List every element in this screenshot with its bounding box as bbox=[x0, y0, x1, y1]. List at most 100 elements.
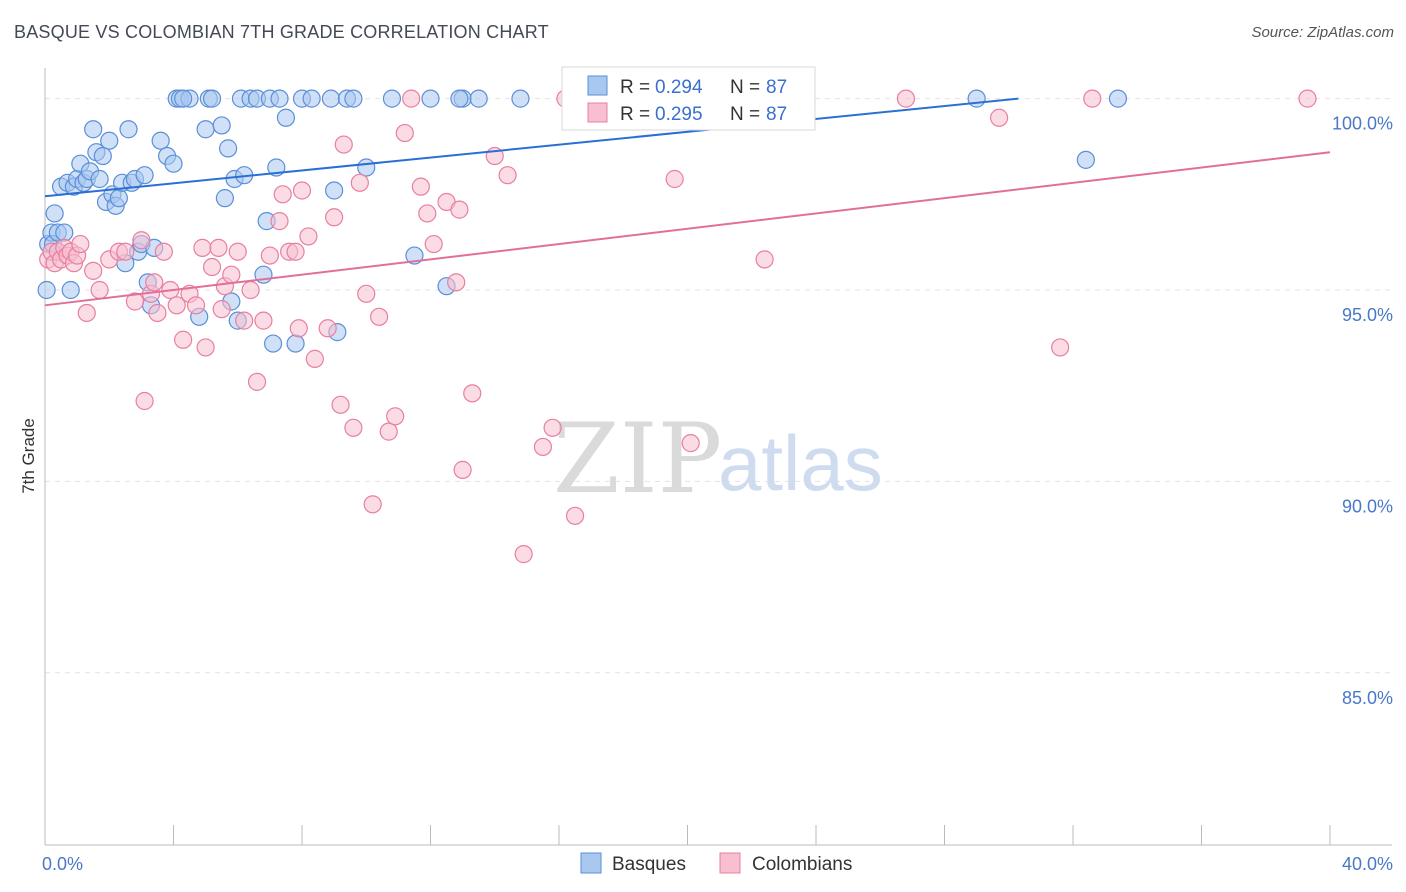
colombians-point bbox=[411, 177, 430, 196]
y-axis-label: 7th Grade bbox=[19, 418, 38, 494]
colombians-trend-line bbox=[44, 151, 1331, 307]
basques-point bbox=[421, 89, 440, 108]
colombians-point bbox=[273, 185, 292, 204]
basques-point bbox=[164, 154, 183, 173]
stats-legend: R = 0.294 N = 87 R = 0.295 N = 87 bbox=[561, 66, 816, 131]
basques-r-value: 0.294 bbox=[655, 77, 703, 98]
basques-point bbox=[219, 139, 238, 158]
colombians-point bbox=[357, 284, 376, 303]
basques-point bbox=[37, 280, 56, 300]
basques-point bbox=[109, 189, 128, 208]
axes bbox=[44, 68, 1392, 846]
basques-point bbox=[302, 89, 321, 108]
basques-point bbox=[286, 334, 305, 353]
basques-point bbox=[325, 181, 344, 200]
basques-point bbox=[967, 89, 986, 108]
basques-point bbox=[270, 89, 289, 108]
basques-point bbox=[61, 280, 80, 300]
colombians-point bbox=[379, 422, 398, 441]
watermark: ZIP atlas bbox=[553, 403, 883, 515]
colombians-point bbox=[424, 234, 443, 254]
x-tick-labels: 0.0% 40.0% bbox=[42, 854, 1393, 874]
colombians-point bbox=[344, 418, 363, 437]
basques-point bbox=[151, 131, 170, 150]
colombians-point bbox=[292, 181, 312, 200]
basques-swatch bbox=[587, 75, 608, 96]
colombians-point bbox=[325, 208, 344, 227]
colombians-point bbox=[241, 280, 260, 300]
basques-point bbox=[276, 108, 296, 127]
trend-lines bbox=[44, 97, 1331, 307]
colombians-point bbox=[318, 319, 337, 338]
basques-point bbox=[93, 146, 112, 166]
basques-point bbox=[382, 89, 402, 108]
basques-trend-line bbox=[44, 97, 1019, 198]
colombians-point bbox=[498, 166, 517, 185]
x-tick-label: 0.0% bbox=[42, 854, 83, 874]
colombians-point bbox=[71, 234, 90, 254]
colombians-point bbox=[260, 246, 279, 265]
colombians-point bbox=[395, 123, 414, 143]
basques-point bbox=[263, 334, 283, 353]
basques-point bbox=[344, 89, 363, 108]
colombians-point bbox=[533, 437, 553, 457]
colombians-point bbox=[167, 296, 186, 315]
colombians-point bbox=[386, 407, 405, 426]
colombians-point bbox=[1051, 338, 1070, 357]
basques-point bbox=[196, 120, 215, 139]
basques-point bbox=[119, 120, 138, 139]
colombians-legend-swatch bbox=[719, 852, 741, 874]
basques-legend-swatch bbox=[580, 852, 602, 874]
colombians-point bbox=[1298, 89, 1317, 108]
colombians-point bbox=[145, 273, 164, 292]
colombians-r-label: R = bbox=[620, 104, 650, 125]
basques-point bbox=[202, 89, 222, 108]
colombians-point bbox=[990, 108, 1009, 127]
colombians-point bbox=[174, 330, 193, 349]
colombians-point bbox=[305, 349, 324, 368]
colombians-point bbox=[665, 169, 684, 189]
y-tick-labels: 100.0% 95.0% 90.0% 85.0% bbox=[1332, 114, 1393, 708]
colombians-point bbox=[755, 250, 774, 269]
watermark-zip: ZIP bbox=[553, 403, 722, 515]
colombians-point bbox=[186, 296, 206, 315]
basques-point bbox=[135, 166, 154, 185]
colombians-point bbox=[402, 89, 421, 108]
basques-point bbox=[469, 89, 488, 108]
colombians-point bbox=[202, 257, 222, 277]
colombians-n-label: N = bbox=[730, 104, 760, 125]
colombians-r-value: 0.295 bbox=[655, 104, 703, 125]
colombians-point bbox=[148, 303, 167, 323]
colombians-point bbox=[132, 231, 151, 250]
colombians-point bbox=[270, 212, 289, 231]
y-tick-label: 85.0% bbox=[1342, 688, 1393, 708]
y-tick-label: 90.0% bbox=[1342, 496, 1393, 516]
colombians-point bbox=[543, 418, 562, 437]
colombians-point bbox=[289, 319, 308, 338]
chart-title: BASQUE VS COLOMBIAN 7TH GRADE CORRELATIO… bbox=[14, 22, 549, 42]
colombians-point bbox=[228, 242, 247, 261]
colombians-point bbox=[363, 495, 382, 514]
colombians-point bbox=[77, 303, 96, 323]
basques-point bbox=[1076, 150, 1095, 169]
source-label: Source: ZipAtlas.com bbox=[1251, 24, 1394, 41]
colombians-point bbox=[350, 173, 369, 192]
basques-point bbox=[511, 89, 530, 108]
basques-n-value: 87 bbox=[766, 77, 787, 98]
colombians-point bbox=[254, 311, 273, 330]
colombians-point bbox=[212, 300, 231, 319]
colombians-point bbox=[247, 372, 267, 391]
basques-n-label: N = bbox=[730, 77, 760, 98]
colombians-point bbox=[196, 338, 215, 357]
colombians-point bbox=[116, 242, 135, 261]
colombians-point bbox=[681, 434, 700, 453]
basques-point bbox=[1108, 89, 1128, 108]
basques-point bbox=[357, 158, 376, 177]
colombians-point bbox=[334, 135, 353, 154]
colombians-legend-label: Colombians bbox=[752, 854, 852, 875]
colombians-point bbox=[418, 204, 437, 223]
basques-point bbox=[215, 189, 234, 208]
colombians-point bbox=[331, 395, 350, 414]
colombians-swatch bbox=[587, 102, 608, 123]
series-legend: Basques Colombians bbox=[580, 852, 852, 875]
